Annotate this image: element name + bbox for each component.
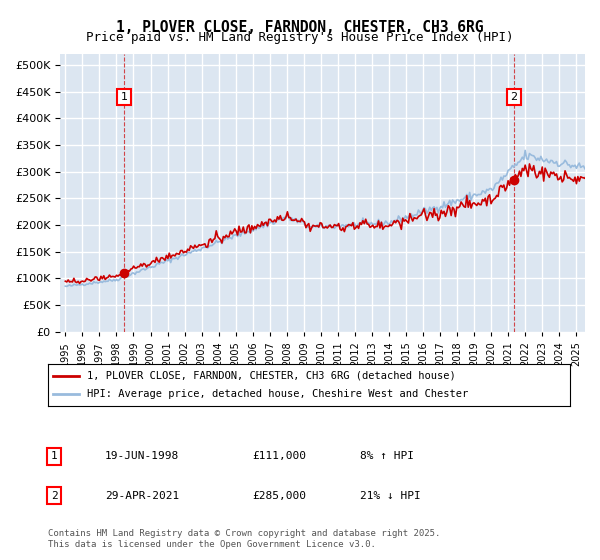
Text: 1, PLOVER CLOSE, FARNDON, CHESTER, CH3 6RG: 1, PLOVER CLOSE, FARNDON, CHESTER, CH3 6… xyxy=(116,20,484,35)
Text: 1, PLOVER CLOSE, FARNDON, CHESTER, CH3 6RG (detached house): 1, PLOVER CLOSE, FARNDON, CHESTER, CH3 6… xyxy=(87,371,456,381)
Text: HPI: Average price, detached house, Cheshire West and Chester: HPI: Average price, detached house, Ches… xyxy=(87,389,469,399)
Text: 8% ↑ HPI: 8% ↑ HPI xyxy=(360,451,414,461)
Text: £111,000: £111,000 xyxy=(252,451,306,461)
Text: £285,000: £285,000 xyxy=(252,491,306,501)
Text: 19-JUN-1998: 19-JUN-1998 xyxy=(105,451,179,461)
Text: 21% ↓ HPI: 21% ↓ HPI xyxy=(360,491,421,501)
Text: 2: 2 xyxy=(50,491,58,501)
Text: 29-APR-2021: 29-APR-2021 xyxy=(105,491,179,501)
Text: Price paid vs. HM Land Registry's House Price Index (HPI): Price paid vs. HM Land Registry's House … xyxy=(86,31,514,44)
Text: 1: 1 xyxy=(121,92,128,102)
Text: Contains HM Land Registry data © Crown copyright and database right 2025.
This d: Contains HM Land Registry data © Crown c… xyxy=(48,529,440,549)
Text: 2: 2 xyxy=(510,92,517,102)
Text: 1: 1 xyxy=(50,451,58,461)
